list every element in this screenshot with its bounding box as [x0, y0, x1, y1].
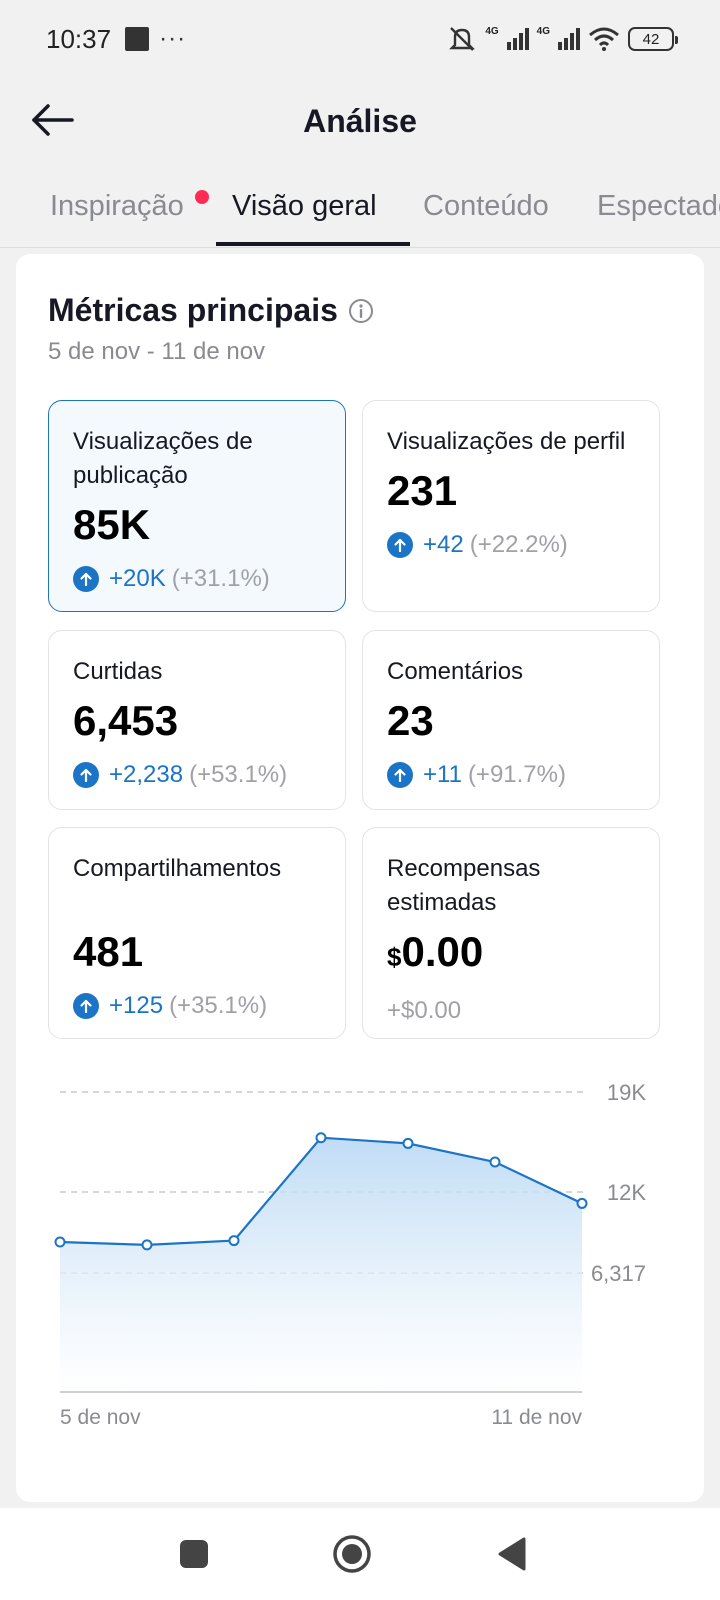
arrow-up-icon — [387, 762, 413, 788]
change-percent: (+91.7%) — [467, 761, 566, 788]
change-absolute: +$0.00 — [387, 997, 462, 1024]
metric-value: 85K — [73, 501, 151, 548]
metric-label: Visualizações de perfil — [387, 428, 626, 455]
metric-change: +42 (+22.2%) — [387, 531, 635, 559]
page-title: Análise — [303, 102, 417, 139]
circle-icon — [333, 1535, 371, 1573]
metric-value-number: 0.00 — [401, 928, 484, 975]
y-tick-label: 19K — [607, 1080, 646, 1105]
change-percent: (+22.2%) — [469, 531, 568, 558]
chart-line — [59, 1136, 583, 1247]
x-tick-label: 11 de nov — [491, 1406, 582, 1429]
tab-overview[interactable]: Visão geral — [232, 190, 377, 222]
recent-apps-button[interactable] — [172, 1532, 216, 1576]
chart-area — [60, 1137, 582, 1392]
metric-likes[interactable]: Curtidas 6,453 +2,238 (+53.1%) — [48, 630, 346, 810]
system-nav-bar — [0, 1508, 720, 1600]
x-tick-label: 5 de nov — [60, 1406, 141, 1429]
signal-icon-2 — [558, 28, 580, 50]
change-absolute: +42 — [423, 531, 464, 558]
arrow-up-icon — [387, 532, 413, 558]
header: Análise — [0, 78, 720, 164]
key-metrics-card: Métricas principais 5 de nov - 11 de nov… — [16, 254, 704, 1502]
change-percent: (+31.1%) — [171, 565, 270, 592]
metric-label: Compartilhamentos — [73, 855, 282, 882]
section-title-text: Métricas principais — [48, 292, 338, 328]
data-point — [402, 1137, 414, 1149]
back-nav-button[interactable] — [490, 1532, 534, 1576]
wifi-icon — [589, 27, 619, 51]
metric-value: 481 — [73, 928, 144, 975]
tab-inspiration[interactable]: Inspiração — [50, 190, 184, 222]
home-button[interactable] — [330, 1532, 374, 1576]
metric-post-views[interactable]: Visualizações de publicação 85K +20K (+3… — [48, 400, 346, 612]
change-absolute: +125 — [109, 992, 164, 1019]
triangle-icon — [498, 1537, 526, 1571]
data-point — [315, 1132, 327, 1144]
metric-label: Recompensas estimadas — [387, 855, 541, 916]
network-type-2: 4G — [536, 25, 550, 37]
muted-bell-icon — [449, 27, 476, 51]
y-tick-label: 12K — [607, 1180, 646, 1205]
data-point — [54, 1236, 66, 1248]
metric-comments[interactable]: Comentários 23 +11 (+91.7%) — [362, 630, 660, 810]
change-absolute: +11 — [423, 761, 462, 788]
metric-change: +125 (+35.1%) — [73, 992, 321, 1020]
metric-change: +2,238 (+53.1%) — [73, 761, 321, 789]
metric-label: Curtidas — [73, 658, 163, 685]
date-range: 5 de nov - 11 de nov — [48, 338, 266, 365]
metric-change: +20K (+31.1%) — [73, 565, 321, 593]
back-button[interactable] — [30, 96, 82, 144]
change-absolute: +20K — [109, 565, 166, 592]
tab-viewers[interactable]: Espectadores — [597, 190, 720, 222]
arrow-up-icon — [73, 993, 99, 1019]
metric-change: +11 (+91.7%) — [387, 761, 635, 789]
change-percent: (+35.1%) — [169, 992, 268, 1019]
data-point — [576, 1197, 588, 1209]
active-tab-indicator — [216, 242, 410, 246]
status-time: 10:37 — [46, 23, 112, 54]
metric-value: 23 — [387, 697, 434, 744]
metric-value: 6,453 — [73, 697, 179, 744]
section-title: Métricas principais — [48, 292, 374, 329]
change-absolute: +2,238 — [109, 761, 184, 788]
change-percent: (+53.1%) — [189, 761, 288, 788]
info-icon[interactable] — [348, 298, 374, 324]
app-notification-icon — [125, 27, 150, 51]
metric-profile-views[interactable]: Visualizações de perfil 231 +42 (+22.2%) — [362, 400, 660, 612]
metric-value: 231 — [387, 467, 458, 514]
signal-icon-1 — [506, 28, 529, 50]
status-bar: 10:37 ··· 4G 4G 42 — [0, 0, 720, 78]
data-point — [228, 1235, 240, 1247]
y-tick-label: 6,317 — [591, 1261, 646, 1286]
arrow-up-icon — [73, 762, 99, 788]
data-point — [489, 1156, 501, 1168]
more-notifications-icon: ··· — [159, 25, 187, 52]
metric-shares[interactable]: Compartilhamentos 481 +125 (+35.1%) — [48, 827, 346, 1039]
back-arrow-icon — [32, 104, 74, 136]
square-icon — [180, 1540, 208, 1568]
notification-dot — [195, 190, 209, 204]
battery-icon: 42 — [628, 27, 678, 51]
metric-change: +$0.00 — [387, 997, 635, 1025]
metric-label: Visualizações de publicação — [73, 428, 253, 489]
metric-label: Comentários — [387, 658, 524, 685]
tab-bar: Inspiração Visão geral Conteúdo Espectad… — [0, 172, 720, 248]
currency-symbol: $ — [387, 942, 402, 972]
network-type-1: 4G — [485, 25, 499, 37]
status-indicators: 4G 4G 42 — [447, 25, 678, 53]
tab-content[interactable]: Conteúdo — [423, 190, 549, 222]
arrow-up-icon — [73, 566, 99, 592]
metric-value: $0.00 — [387, 926, 635, 983]
metric-estimated-rewards[interactable]: Recompensas estimadas $0.00 +$0.00 — [362, 827, 660, 1039]
data-point — [141, 1239, 153, 1251]
